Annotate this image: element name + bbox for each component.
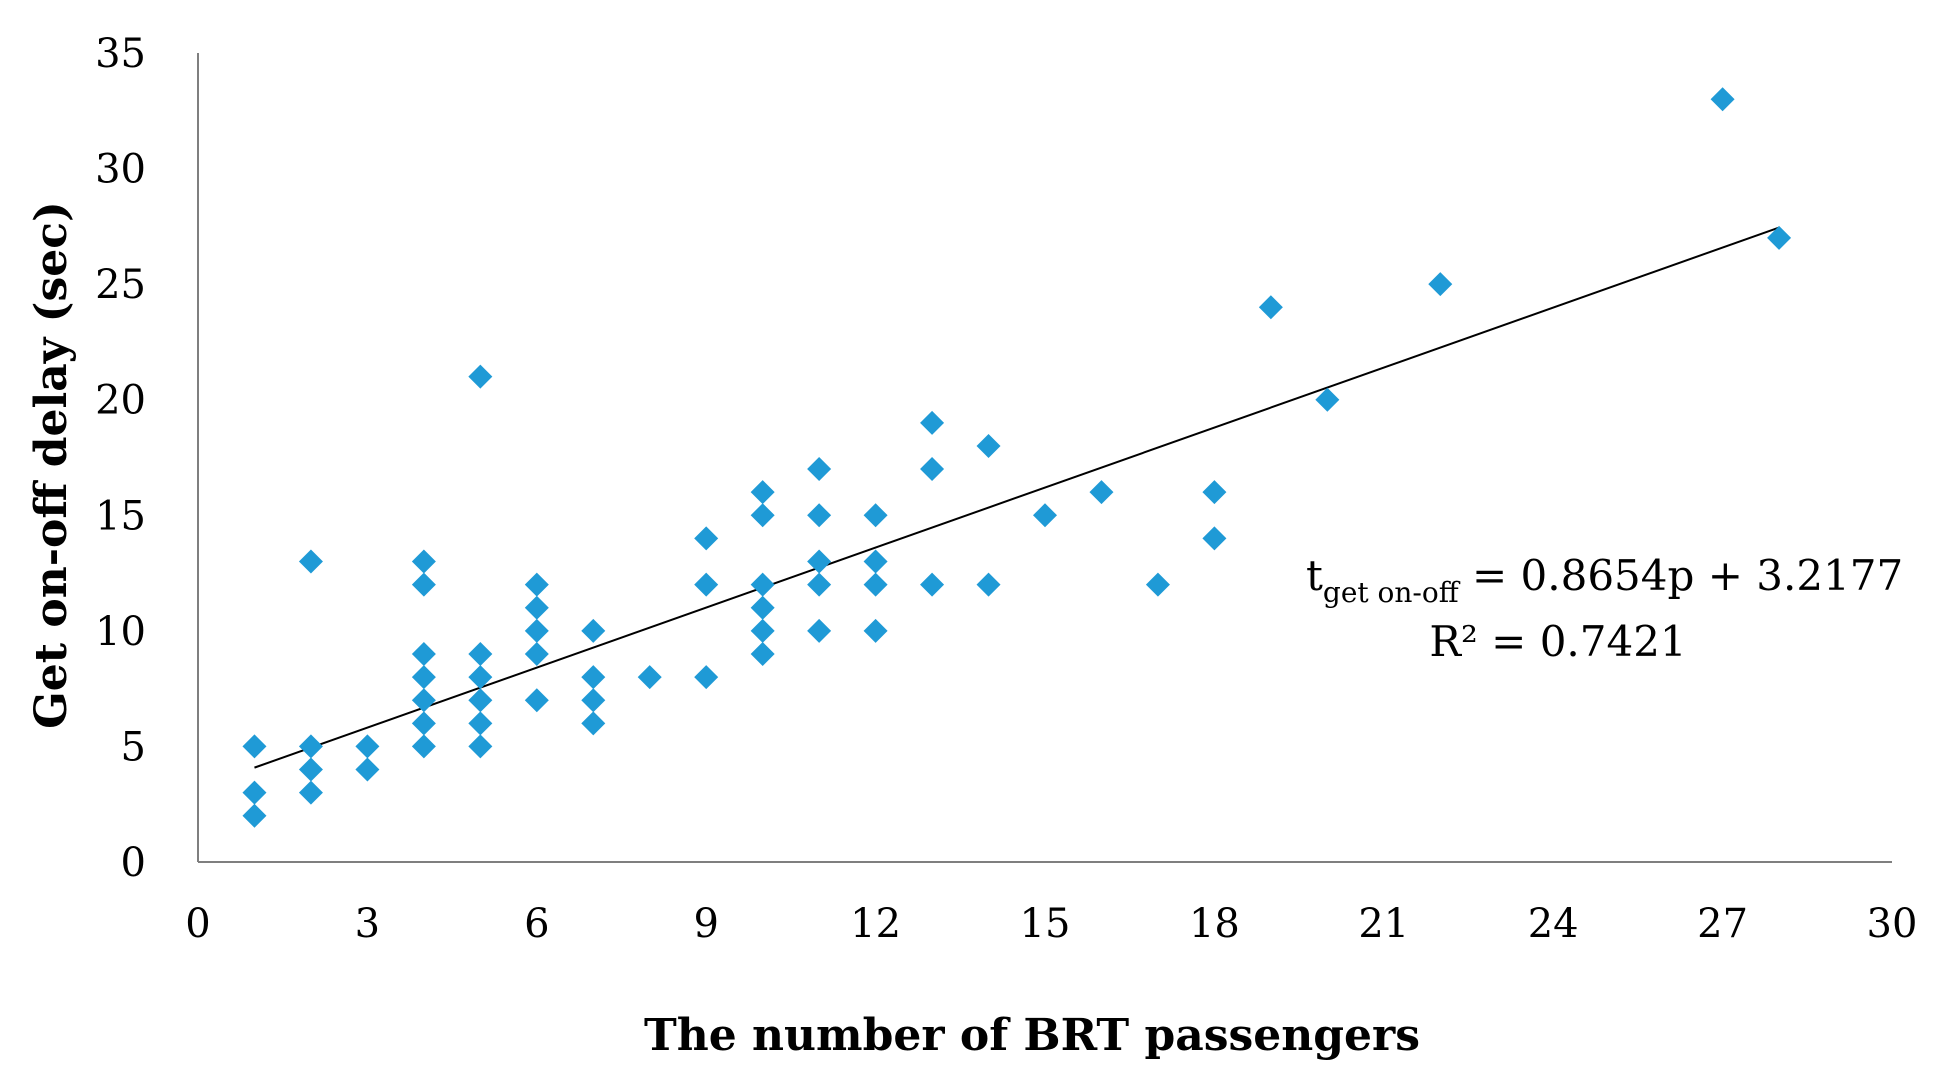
data-point [411,641,436,666]
data-point [298,734,323,759]
y-tick-label: 0 [121,840,146,886]
data-point [750,595,775,620]
y-tick-label: 5 [121,724,146,770]
data-point [524,618,549,643]
y-tick-label: 20 [95,378,146,424]
data-point [1089,480,1114,505]
data-point [920,410,945,435]
data-point [411,572,436,597]
data-point [920,572,945,597]
data-point [581,711,606,736]
x-tick-label: 12 [850,901,901,947]
data-point [468,734,493,759]
data-point [242,734,267,759]
data-point [355,734,380,759]
x-tick-label: 6 [524,901,549,947]
data-point [807,457,832,482]
data-point [750,618,775,643]
data-point [694,526,719,551]
data-point [524,595,549,620]
data-point [524,641,549,666]
data-point [1428,272,1453,297]
trendline-group [254,226,1780,769]
x-tick-label: 0 [185,901,210,947]
data-point [242,780,267,805]
data-point [298,757,323,782]
data-point [807,503,832,528]
data-points [242,87,1792,828]
x-tick-label: 3 [355,901,380,947]
data-point [1202,480,1227,505]
data-point [976,433,1001,458]
data-point [524,688,549,713]
data-point [1710,87,1735,112]
data-point [411,711,436,736]
y-tick-label: 30 [95,147,146,193]
x-tick-label: 21 [1358,901,1409,947]
data-point [750,572,775,597]
data-point [298,549,323,574]
data-point [1033,503,1057,528]
data-point [750,641,775,666]
data-point [1315,387,1340,412]
y-tick-label: 15 [95,493,146,539]
data-point [807,572,832,597]
y-axis-title: Get on-off delay (sec) [26,201,77,729]
equation-rhs: = 0.8654p + 3.2177 [1459,551,1904,600]
data-point [581,665,606,690]
y-tick-label: 10 [95,609,146,655]
regression-equation: tget on-off = 0.8654p + 3.2177 [1306,551,1903,609]
x-tick-labels: 0 3 6 9 12 15 18 21 24 27 30 [185,901,1917,947]
equation-variable: t [1306,551,1323,600]
data-point [411,734,436,759]
data-point [468,665,493,690]
x-tick-label: 18 [1189,901,1240,947]
y-tick-label: 25 [95,262,146,308]
data-point [468,688,493,713]
data-point [920,457,945,482]
data-point [637,665,662,690]
equation-subscript: get on-off [1323,576,1461,609]
x-tick-label: 15 [1020,901,1071,947]
data-point [694,665,719,690]
x-tick-label: 30 [1867,901,1918,947]
data-point [581,618,606,643]
r-squared-label: R² = 0.7421 [1429,617,1686,666]
data-point [411,688,436,713]
axes [197,53,1892,863]
x-tick-label: 24 [1528,901,1579,947]
data-point [750,503,775,528]
data-point [468,364,493,389]
data-point [524,572,549,597]
data-point [976,572,1001,597]
data-point [807,549,832,574]
data-point [1258,295,1283,320]
data-point [581,688,606,713]
data-point [863,618,888,643]
data-point [863,549,888,574]
data-point [242,803,267,828]
data-point [355,757,380,782]
x-tick-label: 27 [1697,901,1748,947]
data-point [1145,572,1170,597]
data-point [1767,225,1792,250]
data-point [298,780,323,805]
data-point [750,480,775,505]
data-point [411,549,436,574]
data-point [468,711,493,736]
x-axis-title: The number of BRT passengers [644,1010,1420,1061]
data-point [694,572,719,597]
data-point [807,618,832,643]
x-tick-label: 9 [693,901,718,947]
data-point [468,641,493,666]
y-tick-label: 35 [95,31,146,77]
y-tick-labels: 0 5 10 15 20 25 30 35 [95,31,146,886]
data-point [411,665,436,690]
trendline [254,226,1780,769]
data-point [1202,526,1227,551]
data-point [863,503,888,528]
data-point [863,572,888,597]
